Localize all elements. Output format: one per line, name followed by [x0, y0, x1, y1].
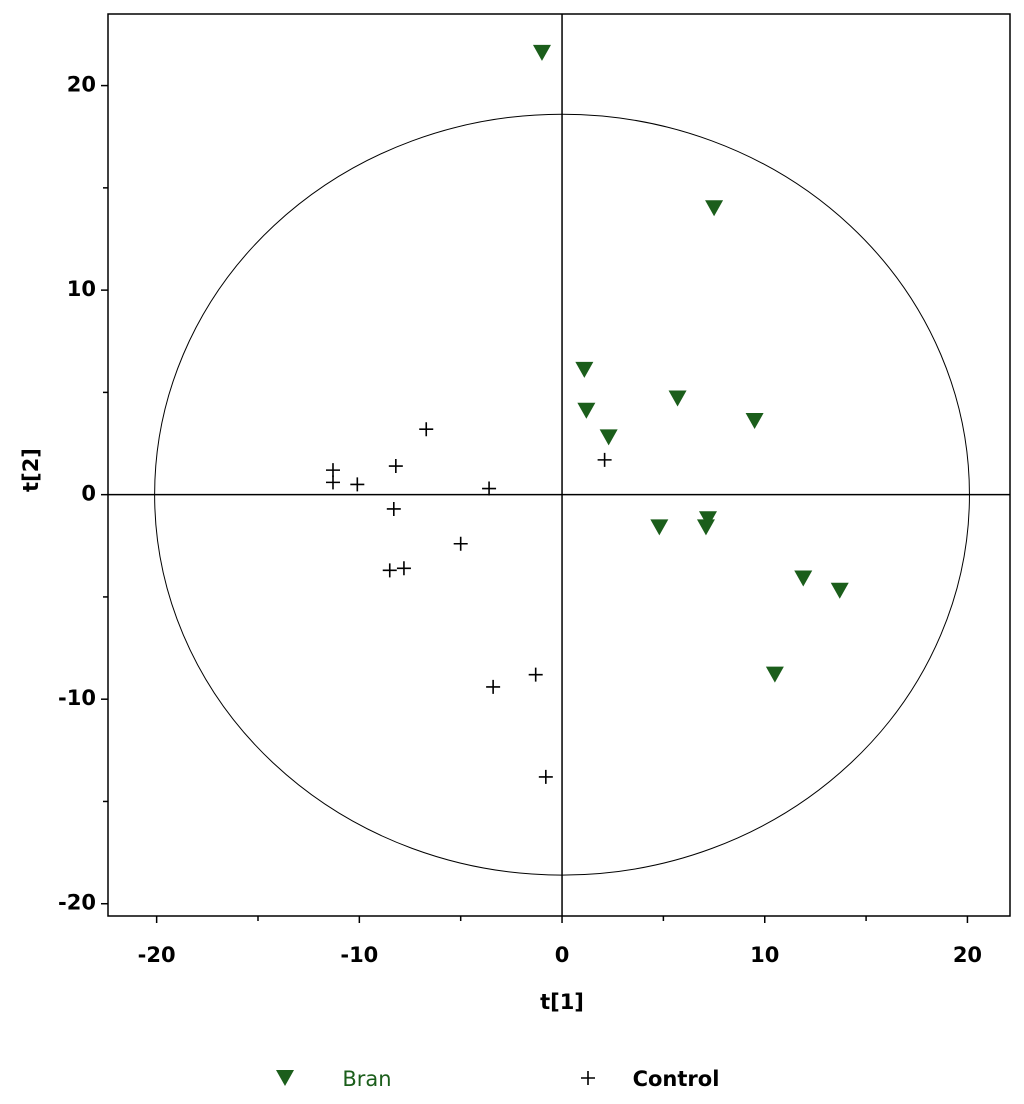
y-axis-label: t[2] — [19, 448, 43, 492]
point — [696, 519, 715, 536]
point — [382, 563, 397, 578]
plot-frame — [107, 13, 1011, 917]
legend-label: Bran — [342, 1067, 391, 1091]
x-tick-label: 0 — [555, 943, 570, 967]
point — [599, 429, 618, 446]
point — [528, 667, 543, 682]
point — [325, 463, 340, 478]
point — [698, 511, 717, 528]
x-axis-label: t[1] — [540, 990, 584, 1014]
y-tick-label: -20 — [58, 891, 96, 915]
point — [325, 475, 340, 490]
x-tick-label: 10 — [750, 943, 779, 967]
x-tick-label: -10 — [340, 943, 378, 967]
legend-label: Control — [633, 1067, 720, 1091]
point — [532, 44, 551, 61]
y-tick-label: 0 — [81, 482, 96, 506]
x-tick-label: 20 — [953, 943, 982, 967]
point — [486, 679, 501, 694]
point — [350, 477, 365, 492]
point — [705, 200, 724, 217]
point — [538, 769, 553, 784]
legend-marker — [581, 1071, 595, 1085]
point — [388, 459, 403, 474]
point — [575, 361, 594, 378]
y-tick-label: 10 — [67, 277, 96, 301]
point — [765, 666, 784, 683]
point — [482, 481, 497, 496]
legend-marker — [276, 1070, 294, 1086]
point — [453, 536, 468, 551]
point — [396, 561, 411, 576]
y-tick-label: 20 — [67, 73, 96, 97]
point — [830, 582, 849, 599]
point — [419, 422, 434, 437]
point — [650, 519, 669, 536]
point — [794, 570, 813, 587]
point — [745, 413, 764, 430]
point — [577, 402, 596, 419]
point — [668, 390, 687, 407]
point — [386, 501, 401, 516]
x-tick-label: -20 — [138, 943, 176, 967]
y-tick-label: -10 — [58, 686, 96, 710]
point — [597, 452, 612, 467]
